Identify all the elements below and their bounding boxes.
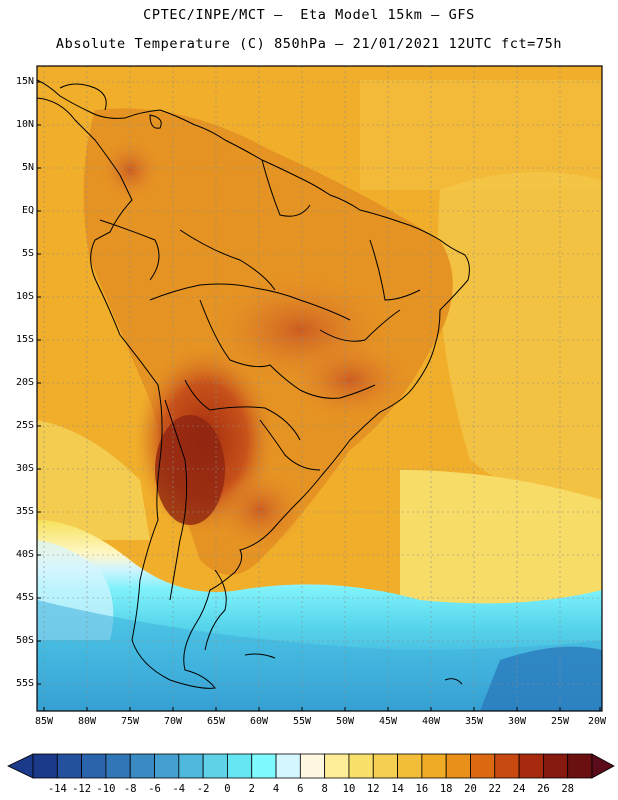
colorbar-swatch <box>105 753 131 779</box>
colorbar-tick-label: -14 <box>47 783 67 795</box>
colorbar-swatch <box>275 753 301 779</box>
lat-label: 30S <box>15 463 34 474</box>
lat-label: 10S <box>15 291 34 302</box>
lat-label: 45S <box>15 592 34 603</box>
colorbar <box>7 753 615 779</box>
lat-label: 40S <box>15 549 34 560</box>
colorbar-tick-label: 2 <box>248 783 255 795</box>
colorbar-swatch <box>178 753 204 779</box>
colorbar-swatch <box>348 753 374 779</box>
lon-label: 30W <box>507 716 527 727</box>
lat-label: 15S <box>15 334 34 345</box>
lat-label: 15N <box>15 76 34 87</box>
colorbar-tick-label: 28 <box>561 783 575 795</box>
colorbar-swatch <box>154 753 180 779</box>
colorbar-tick-label: 20 <box>464 783 477 795</box>
colorbar-swatch <box>470 753 496 779</box>
coastlines-and-borders <box>37 79 470 689</box>
colorbar-swatch <box>202 753 228 779</box>
colorbar-swatch <box>445 753 471 779</box>
colorbar-swatch <box>81 753 107 779</box>
colorbar-swatch <box>32 753 58 779</box>
colorbar-swatch <box>299 753 326 779</box>
lon-label: 80W <box>77 716 97 727</box>
lon-label: 40W <box>421 716 441 727</box>
colorbar-tick-label: -6 <box>148 783 161 795</box>
colorbar-swatch <box>372 753 398 779</box>
axis-ticks <box>37 81 601 711</box>
lat-label: 55S <box>15 678 34 689</box>
colorbar-swatch <box>56 753 83 779</box>
colorbar-tick-label: 0 <box>224 783 231 795</box>
colorbar-tick-label: -10 <box>96 783 116 795</box>
colorbar-swatch <box>129 753 155 779</box>
lon-label: 75W <box>120 716 140 727</box>
colorbar-tick-label: -4 <box>172 783 186 795</box>
lat-label: 25S <box>15 420 34 431</box>
lat-label: 5S <box>21 248 34 259</box>
lon-label: 50W <box>335 716 355 727</box>
colorbar-swatch <box>397 753 423 779</box>
colorbar-tick-label: 14 <box>391 783 404 795</box>
colorbar-swatch <box>542 753 569 779</box>
colorbar-tick-label: 18 <box>439 783 453 795</box>
lat-label: 35S <box>15 506 34 517</box>
colorbar-tick-label: 10 <box>342 783 356 795</box>
colorbar-swatch <box>494 753 520 779</box>
colorbar-tick-label: -8 <box>123 783 137 795</box>
colorbar-tick-label: -12 <box>72 783 92 795</box>
lon-label: 35W <box>464 716 484 727</box>
lon-label: 70W <box>163 716 183 727</box>
chart-title: CPTEC/INPE/MCT – Eta Model 15km – GFS <box>143 7 475 23</box>
colorbar-tick-label: 22 <box>488 783 502 795</box>
chart-subtitle: Absolute Temperature (C) 850hPa – 21/01/… <box>55 36 563 52</box>
colorbar-arrow-low <box>7 753 34 779</box>
colorbar-tick-label: 26 <box>537 783 550 795</box>
lat-label: 50S <box>15 635 34 646</box>
lat-label: 5N <box>21 162 34 173</box>
lon-label: 55W <box>292 716 312 727</box>
colorbar-swatch <box>227 753 253 779</box>
lat-label: EQ <box>21 205 34 216</box>
lat-label: 10N <box>15 119 34 130</box>
colorbar-swatch <box>518 753 544 779</box>
colorbar-tick-label: 24 <box>512 783 526 795</box>
colorbar-tick-label: 6 <box>297 783 304 795</box>
lon-label: 65W <box>206 716 226 727</box>
grid-lines <box>37 66 602 711</box>
colorbar-tick-label: -2 <box>196 783 210 795</box>
lat-label: 20S <box>15 377 34 388</box>
colorbar-tick-label: 8 <box>321 783 328 795</box>
lon-label: 60W <box>249 716 269 727</box>
colorbar-swatch <box>324 753 350 779</box>
colorbar-swatch <box>567 753 593 779</box>
colorbar-arrow-high <box>591 753 615 779</box>
lon-label: 85W <box>34 716 54 727</box>
colorbar-tick-label: 12 <box>366 783 380 795</box>
lon-label: 25W <box>550 716 570 727</box>
colorbar-tick-label: 16 <box>415 783 429 795</box>
colorbar-swatch <box>251 753 277 779</box>
lon-label: 45W <box>378 716 398 727</box>
colorbar-tick-label: 4 <box>272 783 280 795</box>
map-frame <box>36 65 603 712</box>
colorbar-swatch <box>421 753 447 779</box>
lon-label: 20W <box>587 716 607 727</box>
